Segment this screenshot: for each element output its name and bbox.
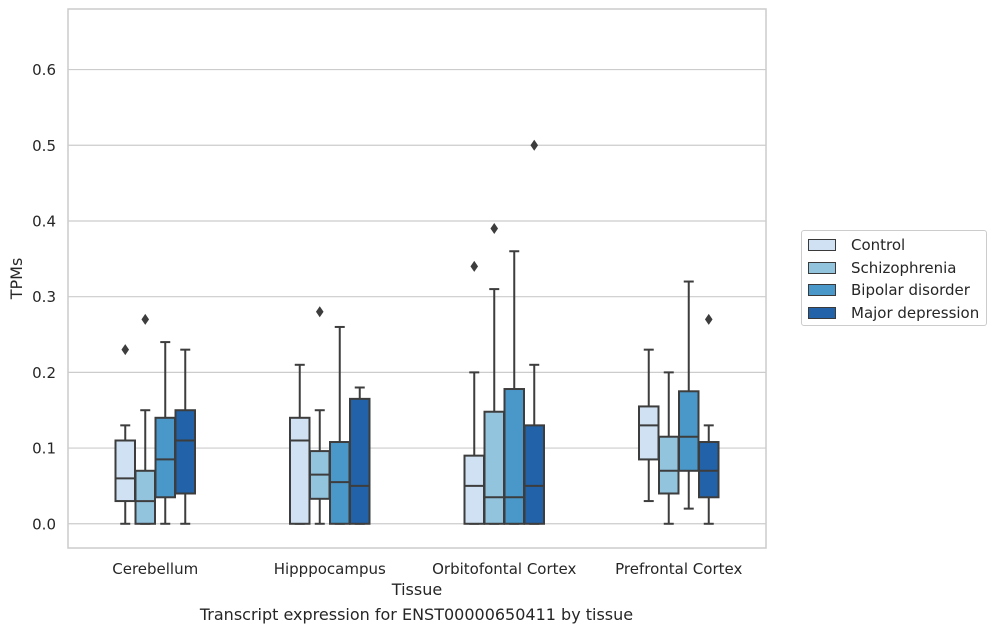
legend: Control Schizophrenia Bipolar disorder M…: [801, 230, 987, 326]
legend-item-major-depression: Major depression: [808, 303, 979, 323]
legend-swatch-bipolar-disorder: [808, 284, 836, 296]
box-group: [678, 280, 700, 510]
box-group: [483, 223, 505, 525]
box-group: [329, 325, 351, 525]
iqr-box: [114, 439, 136, 503]
box-group: [174, 348, 196, 525]
outlier-point: [490, 223, 499, 235]
box-group: [289, 363, 311, 525]
legend-swatch-schizophrenia: [808, 262, 836, 274]
iqr-box: [523, 424, 545, 525]
x-tick-label: Orbitofontal Cortex: [432, 560, 576, 578]
iqr-box: [503, 388, 525, 525]
box-group: [349, 386, 371, 525]
box-group: [309, 306, 331, 525]
legend-label-schizophrenia: Schizophrenia: [851, 259, 957, 277]
x-tick-label: Prefrontal Cortex: [615, 560, 742, 578]
legend-label-major-depression: Major depression: [851, 304, 980, 322]
iqr-box: [638, 405, 660, 461]
x-axis-label: Tissue: [391, 580, 442, 599]
y-tick-label: 0.5: [32, 137, 56, 155]
legend-label-bipolar-disorder: Bipolar disorder: [851, 281, 970, 299]
y-axis-label: TPMs: [7, 258, 26, 301]
x-axis-ticks: Cerebellum Hipppocampus Orbitofontal Corte…: [112, 560, 742, 578]
iqr-box: [349, 397, 371, 525]
y-tick-label: 0.1: [32, 440, 56, 458]
box-group: [638, 348, 660, 503]
iqr-box: [698, 441, 720, 499]
iqr-box: [289, 416, 311, 525]
iqr-box: [658, 435, 680, 495]
iqr-box: [678, 390, 700, 472]
iqr-box: [174, 409, 196, 495]
box-group: [134, 313, 156, 525]
iqr-box: [463, 454, 485, 525]
chart-caption: Transcript expression for ENST0000065041…: [199, 605, 634, 624]
iqr-box: [483, 410, 505, 525]
iqr-box: [154, 416, 176, 499]
legend-item-schizophrenia: Schizophrenia: [808, 258, 956, 278]
legend-item-control: Control: [808, 235, 905, 255]
x-tick-label: Hipppocampus: [274, 560, 386, 578]
y-tick-label: 0.3: [32, 288, 56, 306]
box-group: [463, 260, 485, 525]
box-group: [154, 341, 176, 525]
box-group: [114, 344, 136, 525]
outlier-point: [141, 313, 150, 325]
box-group: [523, 139, 545, 525]
outlier-point: [530, 139, 539, 151]
y-axis-ticks: 0.0 0.1 0.2 0.3 0.4 0.5 0.6: [32, 61, 56, 533]
legend-item-bipolar-disorder: Bipolar disorder: [808, 280, 970, 300]
box-marks: [114, 139, 720, 525]
box-group: [658, 371, 680, 525]
legend-swatch-major-depression: [808, 307, 836, 319]
outlier-point: [470, 260, 479, 272]
y-tick-label: 0.4: [32, 212, 56, 230]
y-tick-label: 0.6: [32, 61, 56, 79]
box-group: [503, 250, 525, 525]
iqr-box: [134, 469, 156, 525]
box-group: [698, 313, 720, 525]
outlier-point: [315, 306, 324, 318]
y-tick-label: 0.0: [32, 515, 56, 533]
legend-label-control: Control: [851, 236, 906, 254]
x-tick-label: Cerebellum: [112, 560, 198, 578]
outlier-point: [704, 313, 713, 325]
outlier-point: [121, 344, 130, 356]
plot-frame: [67, 8, 767, 549]
legend-swatch-control: [808, 239, 836, 251]
y-tick-label: 0.2: [32, 364, 56, 382]
